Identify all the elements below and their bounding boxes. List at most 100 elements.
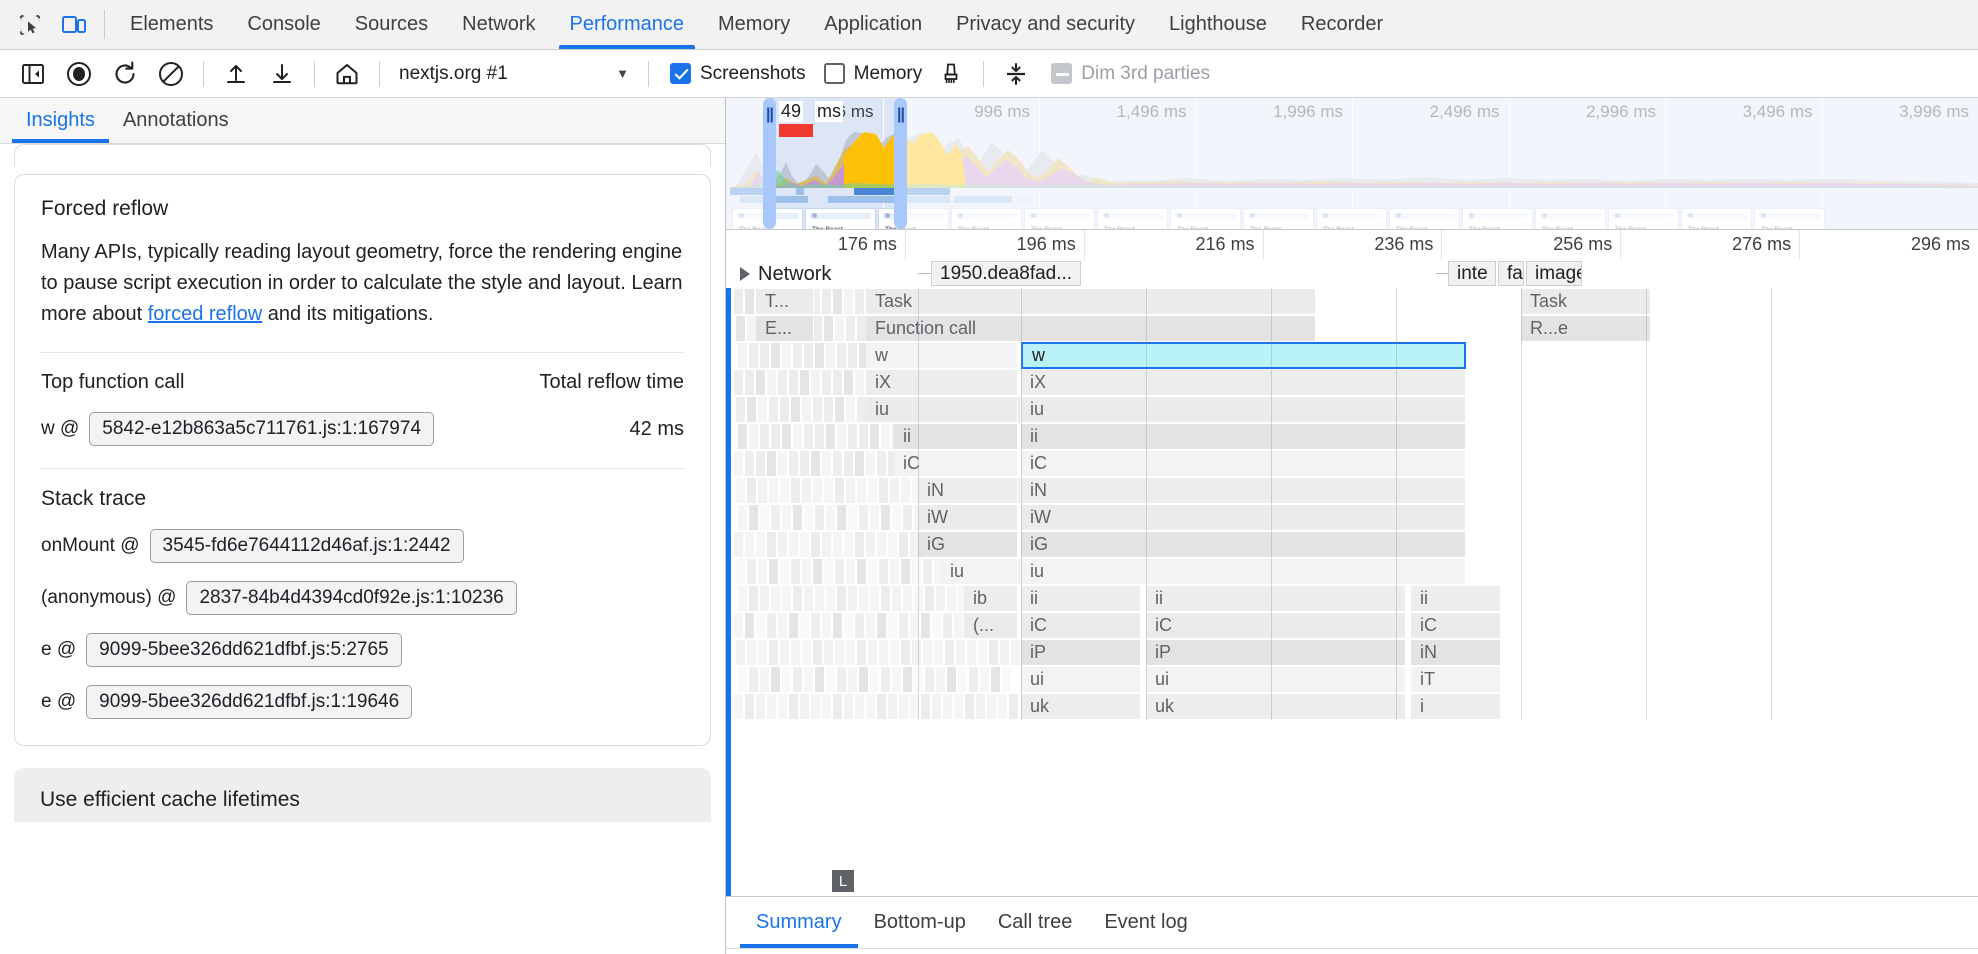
flame-micro-event[interactable] — [815, 505, 825, 530]
flame-micro-event[interactable] — [811, 370, 821, 395]
flame-micro-event[interactable] — [771, 586, 781, 611]
flame-micro-event[interactable] — [956, 640, 966, 665]
flame-micro-event[interactable] — [837, 505, 847, 530]
flame-micro-event[interactable] — [756, 613, 766, 638]
flame-event[interactable]: iW — [1021, 505, 1466, 530]
flame-micro-event[interactable] — [756, 451, 766, 476]
flame-event[interactable]: ii — [1411, 586, 1501, 611]
flame-micro-event[interactable] — [837, 343, 847, 368]
flame-micro-event[interactable] — [804, 667, 814, 692]
forced-reflow-link[interactable]: forced reflow — [147, 303, 263, 325]
flame-micro-event[interactable] — [978, 640, 988, 665]
flame-micro-event[interactable] — [734, 613, 744, 638]
flame-micro-event[interactable] — [848, 424, 858, 449]
flame-micro-event[interactable] — [760, 667, 770, 692]
flame-micro-event[interactable] — [855, 532, 865, 557]
flame-micro-event[interactable] — [837, 586, 847, 611]
flame-micro-event[interactable] — [954, 613, 964, 638]
flame-micro-event[interactable] — [866, 613, 876, 638]
flame-micro-event[interactable] — [813, 397, 823, 422]
tab-network[interactable]: Network — [462, 13, 536, 35]
flame-micro-event[interactable] — [921, 613, 931, 638]
flame-micro-event[interactable] — [866, 532, 876, 557]
flame-event[interactable]: ii — [1021, 586, 1141, 611]
device-toolbar-icon[interactable] — [52, 0, 96, 49]
flame-micro-event[interactable] — [969, 667, 979, 692]
flame-micro-event[interactable] — [760, 343, 770, 368]
flame-micro-event[interactable] — [826, 343, 836, 368]
flame-micro-event[interactable] — [998, 694, 1008, 719]
flame-micro-event[interactable] — [848, 505, 858, 530]
flame-micro-event[interactable] — [813, 559, 823, 584]
flame-micro-event[interactable] — [826, 424, 836, 449]
flame-micro-event[interactable] — [747, 397, 757, 422]
flame-micro-event[interactable] — [749, 586, 759, 611]
flame-event[interactable]: ii — [1146, 586, 1406, 611]
flame-micro-event[interactable] — [912, 640, 922, 665]
flame-micro-event[interactable] — [767, 613, 777, 638]
flame-micro-event[interactable] — [791, 559, 801, 584]
flame-micro-event[interactable] — [892, 505, 902, 530]
flame-event[interactable]: iu — [941, 559, 1018, 584]
flame-micro-event[interactable] — [844, 613, 854, 638]
flame-micro-event[interactable] — [855, 613, 865, 638]
flame-micro-event[interactable] — [914, 586, 924, 611]
tab-privacy-and-security[interactable]: Privacy and security — [956, 13, 1136, 35]
flame-micro-event[interactable] — [822, 289, 832, 314]
flame-micro-event[interactable] — [813, 316, 823, 341]
flame-micro-event[interactable] — [800, 451, 810, 476]
flame-micro-event[interactable] — [844, 289, 854, 314]
flame-micro-event[interactable] — [802, 640, 812, 665]
flame-micro-event[interactable] — [848, 667, 858, 692]
tab-sources[interactable]: Sources — [354, 13, 429, 35]
insight-card-cache-lifetimes[interactable]: Use efficient cache lifetimes — [14, 768, 711, 822]
flame-micro-event[interactable] — [815, 343, 825, 368]
flame-micro-event[interactable] — [815, 424, 825, 449]
flame-micro-event[interactable] — [932, 613, 942, 638]
flame-micro-event[interactable] — [857, 478, 867, 503]
flame-micro-event[interactable] — [749, 424, 759, 449]
flame-micro-event[interactable] — [879, 640, 889, 665]
flame-event[interactable]: ui — [1146, 667, 1406, 692]
flame-micro-event[interactable] — [782, 505, 792, 530]
flame-micro-event[interactable] — [903, 505, 913, 530]
flame-micro-event[interactable] — [778, 694, 788, 719]
flame-micro-event[interactable] — [967, 640, 977, 665]
flame-event[interactable]: i — [1411, 694, 1501, 719]
flame-micro-event[interactable] — [936, 667, 946, 692]
flame-micro-event[interactable] — [855, 370, 865, 395]
flame-micro-event[interactable] — [846, 478, 856, 503]
flame-micro-event[interactable] — [954, 694, 964, 719]
flame-micro-event[interactable] — [833, 451, 843, 476]
flame-micro-event[interactable] — [789, 694, 799, 719]
flame-micro-event[interactable] — [846, 559, 856, 584]
flame-micro-event[interactable] — [857, 640, 867, 665]
flame-micro-event[interactable] — [738, 505, 748, 530]
flame-event[interactable]: iu — [1021, 397, 1466, 422]
flame-micro-event[interactable] — [844, 370, 854, 395]
screenshots-checkbox[interactable]: Screenshots — [664, 57, 812, 91]
flame-micro-event[interactable] — [934, 640, 944, 665]
flame-event[interactable]: iC — [1411, 613, 1501, 638]
flame-micro-event[interactable] — [943, 694, 953, 719]
flame-micro-event[interactable] — [813, 478, 823, 503]
flame-micro-event[interactable] — [947, 667, 957, 692]
flame-micro-event[interactable] — [870, 505, 880, 530]
brush-icon[interactable] — [928, 54, 974, 94]
flame-micro-event[interactable] — [903, 586, 913, 611]
flame-micro-event[interactable] — [947, 586, 957, 611]
flame-micro-event[interactable] — [923, 559, 933, 584]
flame-micro-event[interactable] — [811, 532, 821, 557]
flame-micro-event[interactable] — [793, 586, 803, 611]
sidebar-toggle-icon[interactable] — [10, 54, 56, 94]
flame-event[interactable]: iG — [918, 532, 1018, 557]
flame-micro-event[interactable] — [771, 343, 781, 368]
flame-micro-event[interactable] — [736, 397, 746, 422]
flame-event[interactable]: iX — [1021, 370, 1466, 395]
flame-micro-event[interactable] — [890, 559, 900, 584]
flame-event[interactable]: iX — [866, 370, 1018, 395]
flame-micro-event[interactable] — [855, 289, 865, 314]
overview-handle-right[interactable]: || — [894, 98, 907, 229]
flame-micro-event[interactable] — [749, 505, 759, 530]
network-request-main[interactable]: 1950.dea8fad... — [931, 261, 1081, 286]
